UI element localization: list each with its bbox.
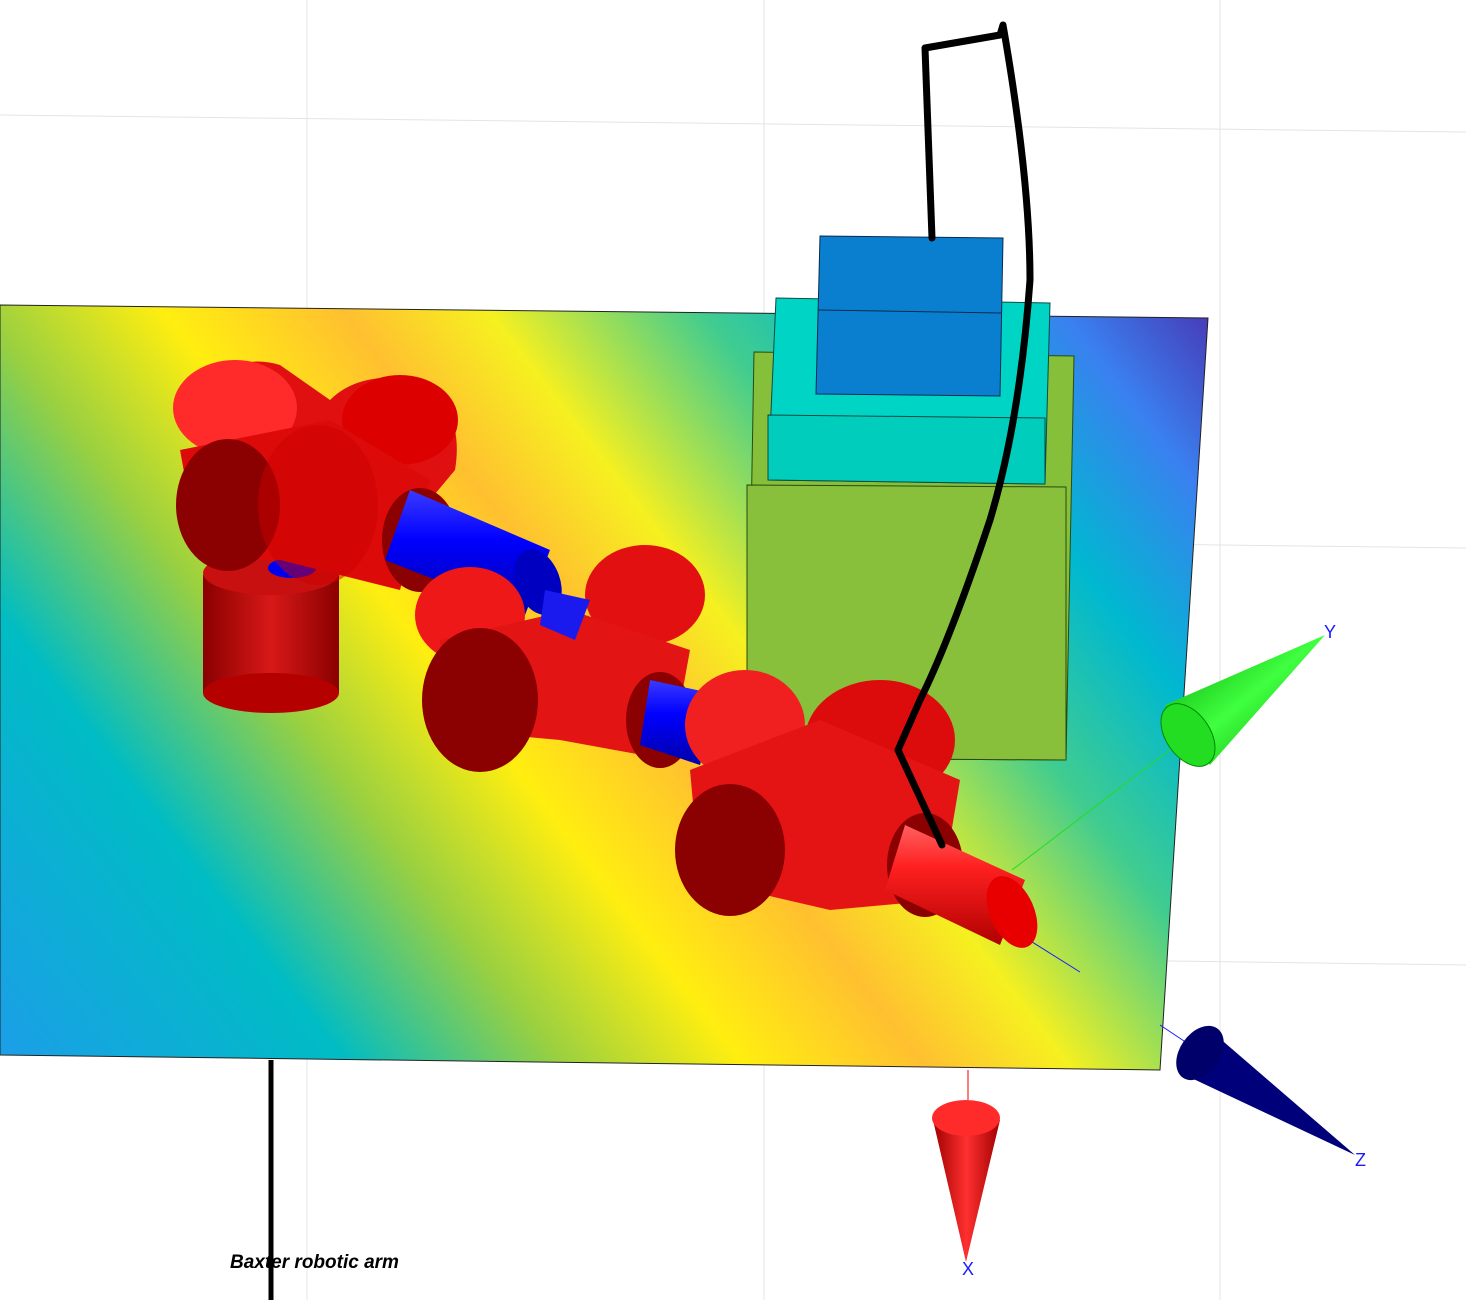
z-axis-label: Z [1355,1150,1366,1170]
base-cylinder [203,551,339,713]
robotic-arm[interactable] [173,360,1048,956]
figure-caption: Baxter robotic arm [230,1252,399,1273]
x-axis-cone [932,1100,1000,1262]
y-axis-label: Y [1324,622,1336,642]
y-axis-cone [1160,635,1325,767]
joint-2 [415,545,705,772]
blue-box [815,235,1004,397]
x-axis-label: X [962,1259,974,1279]
trajectory-path [894,21,1034,849]
end-effector [885,825,1038,948]
z-axis-cone [1176,1025,1355,1155]
stacked-boxes [746,235,1075,761]
y-axis-line [1011,741,1181,871]
